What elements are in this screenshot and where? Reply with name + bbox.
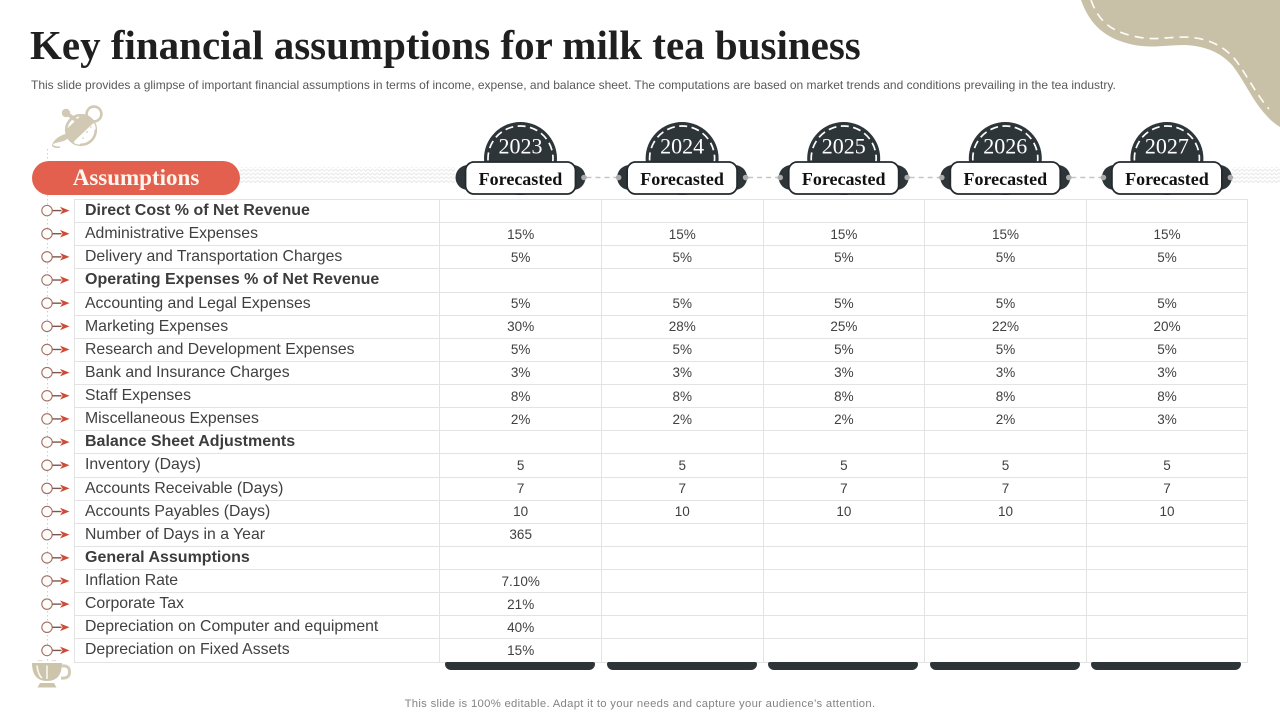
svg-text:2023: 2023 xyxy=(499,134,543,159)
svg-text:2027: 2027 xyxy=(1145,134,1189,159)
svg-text:2025: 2025 xyxy=(822,134,866,159)
svg-text:Forecasted: Forecasted xyxy=(640,169,724,189)
svg-text:2024: 2024 xyxy=(660,134,704,159)
svg-text:Forecasted: Forecasted xyxy=(963,169,1047,189)
svg-text:Forecasted: Forecasted xyxy=(479,169,563,189)
svg-text:Forecasted: Forecasted xyxy=(1125,169,1209,189)
svg-text:2026: 2026 xyxy=(983,134,1027,159)
svg-text:Forecasted: Forecasted xyxy=(802,169,886,189)
